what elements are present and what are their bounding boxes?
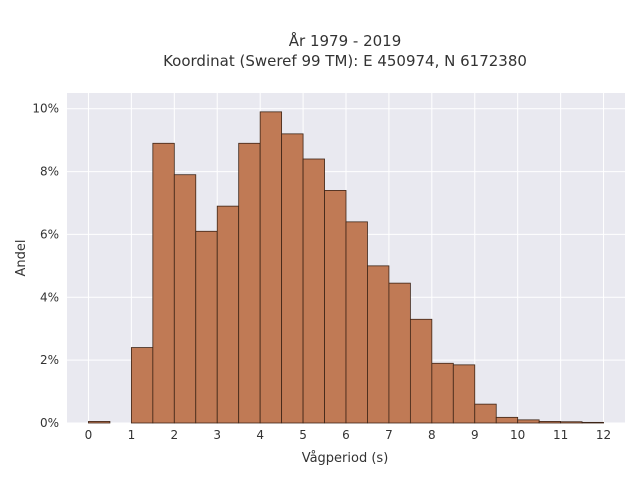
y-tick-label: 0% xyxy=(40,416,59,430)
histogram-bar xyxy=(195,230,218,424)
x-tick-label: 4 xyxy=(256,428,264,442)
histogram-bar xyxy=(367,265,390,424)
x-tick-label: 11 xyxy=(553,428,568,442)
histogram-bar xyxy=(409,318,433,424)
y-tick-label: 2% xyxy=(40,353,59,367)
histogram-bar xyxy=(452,364,476,424)
x-tick-label: 1 xyxy=(128,428,136,442)
x-tick-label: 2 xyxy=(170,428,178,442)
y-axis-title: Andel xyxy=(14,240,29,277)
x-tick-label: 9 xyxy=(471,428,479,442)
x-tick-label: 12 xyxy=(596,428,611,442)
x-tick-label: 6 xyxy=(342,428,350,442)
histogram-bar xyxy=(88,421,111,424)
x-tick-label: 5 xyxy=(299,428,307,442)
bars xyxy=(88,111,604,424)
x-tick-label: 8 xyxy=(428,428,436,442)
histogram-bar xyxy=(259,111,283,424)
histogram-bar xyxy=(152,142,175,424)
chart-title-line2: Koordinat (Sweref 99 TM): E 450974, N 61… xyxy=(163,52,527,70)
histogram-bar xyxy=(302,158,325,424)
histogram-bar xyxy=(517,419,540,424)
histogram-bar xyxy=(431,362,454,424)
x-tick-label: 10 xyxy=(510,428,525,442)
y-tick-label: 4% xyxy=(40,290,59,304)
chart-title-line1: År 1979 - 2019 xyxy=(289,31,402,50)
axis-ticks: 0 1 2 3 4 5 6 7 8 9 10 11 120%2%4%6%8%10% xyxy=(32,102,611,442)
histogram-bar xyxy=(130,347,154,424)
x-axis-title: Vågperiod (s) xyxy=(302,451,389,466)
histogram-bar xyxy=(388,282,411,424)
histogram-bar xyxy=(495,416,519,424)
y-tick-label: 10% xyxy=(32,102,59,116)
x-tick-label: 3 xyxy=(213,428,221,442)
histogram-bar xyxy=(560,421,583,424)
histogram-bar xyxy=(581,421,604,424)
histogram-bar xyxy=(474,403,497,424)
x-tick-label: 0 xyxy=(85,428,93,442)
histogram-bar xyxy=(216,205,240,424)
y-tick-label: 6% xyxy=(40,227,59,241)
histogram-bar xyxy=(281,133,304,424)
y-tick-label: 8% xyxy=(40,165,59,179)
histogram-bar xyxy=(324,190,347,424)
histogram-bar xyxy=(238,142,261,424)
histogram-bar xyxy=(345,221,368,424)
histogram-bar xyxy=(538,421,562,424)
histogram-bar xyxy=(173,174,197,424)
x-tick-label: 7 xyxy=(385,428,393,442)
